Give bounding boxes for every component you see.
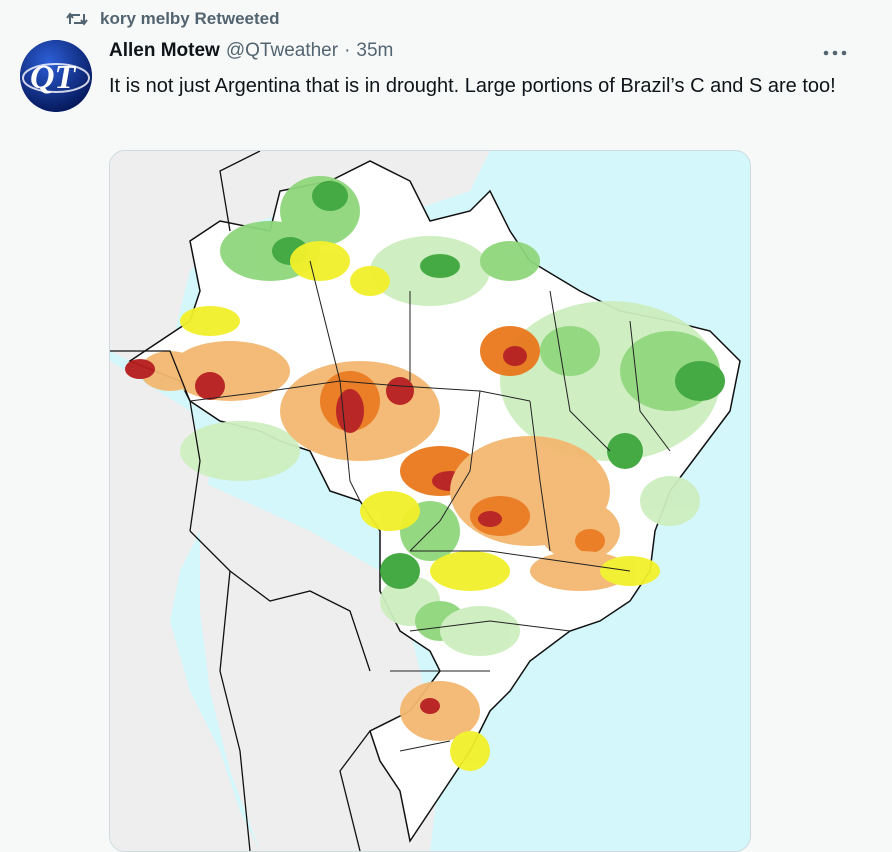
avatar[interactable]: QT — [20, 40, 92, 112]
retweet-banner: kory melby Retweeted — [66, 9, 280, 29]
retweet-icon — [66, 10, 88, 28]
more-icon[interactable] — [820, 38, 850, 68]
svg-text:QT: QT — [30, 59, 77, 96]
qt-logo-icon: QT — [20, 40, 92, 112]
tweet-header: Allen Motew @QTweather · 35m — [109, 40, 872, 62]
author-name[interactable]: Allen Motew — [109, 40, 220, 61]
author-handle[interactable]: @QTweather — [225, 40, 339, 61]
tweet-text: It is not just Argentina that is in drou… — [109, 75, 836, 97]
separator: · — [344, 40, 351, 61]
tweet-media[interactable] — [109, 150, 751, 852]
timestamp[interactable]: 35m — [356, 40, 394, 61]
retweet-label[interactable]: kory melby Retweeted — [100, 9, 280, 28]
brazil-drought-map — [110, 151, 750, 851]
